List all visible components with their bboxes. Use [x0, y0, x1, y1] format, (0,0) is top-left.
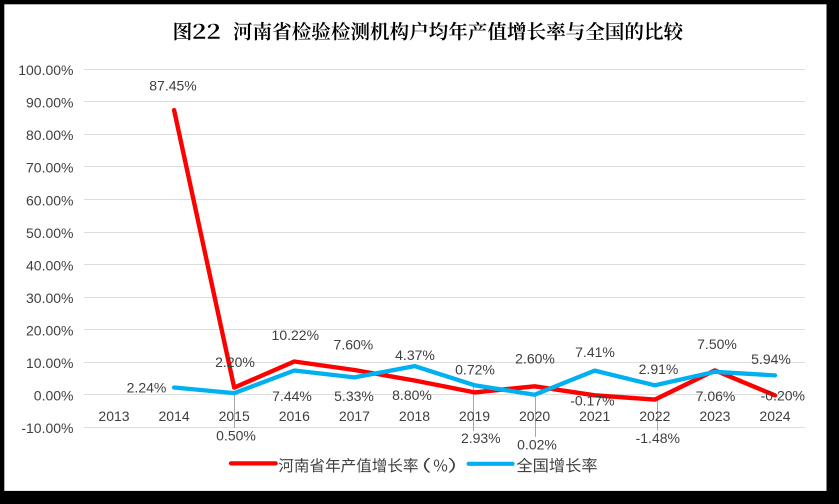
- svg-text:2.60%: 2.60%: [515, 351, 555, 367]
- svg-text:20.00%: 20.00%: [26, 322, 73, 338]
- svg-text:8.80%: 8.80%: [392, 387, 432, 403]
- svg-text:0.50%: 0.50%: [216, 428, 256, 444]
- svg-text:5.33%: 5.33%: [334, 388, 374, 404]
- svg-text:100.00%: 100.00%: [18, 62, 73, 78]
- svg-text:2.20%: 2.20%: [215, 354, 255, 370]
- svg-text:2023: 2023: [699, 408, 730, 424]
- svg-text:2013: 2013: [98, 408, 129, 424]
- svg-text:2.24%: 2.24%: [127, 380, 167, 396]
- svg-text:2022: 2022: [639, 408, 670, 424]
- svg-text:-0.20%: -0.20%: [761, 387, 805, 403]
- svg-text:80.00%: 80.00%: [26, 127, 73, 143]
- svg-text:70.00%: 70.00%: [26, 160, 73, 176]
- svg-text:2.93%: 2.93%: [461, 430, 501, 446]
- svg-text:-0.17%: -0.17%: [570, 393, 614, 409]
- svg-text:2020: 2020: [519, 408, 550, 424]
- svg-text:-1.48%: -1.48%: [636, 430, 680, 446]
- svg-text:87.45%: 87.45%: [149, 77, 196, 93]
- svg-text:5.94%: 5.94%: [751, 351, 791, 367]
- svg-text:60.00%: 60.00%: [26, 192, 73, 208]
- svg-text:2017: 2017: [339, 408, 370, 424]
- svg-text:2024: 2024: [759, 408, 790, 424]
- svg-text:2.91%: 2.91%: [639, 361, 679, 377]
- svg-text:2015: 2015: [219, 408, 250, 424]
- svg-text:0.72%: 0.72%: [455, 361, 495, 377]
- svg-text:2021: 2021: [579, 408, 610, 424]
- svg-text:40.00%: 40.00%: [26, 257, 73, 273]
- svg-text:4.37%: 4.37%: [395, 347, 435, 363]
- svg-text:50.00%: 50.00%: [26, 225, 73, 241]
- svg-text:90.00%: 90.00%: [26, 95, 73, 111]
- svg-text:30.00%: 30.00%: [26, 290, 73, 306]
- svg-text:7.41%: 7.41%: [575, 344, 615, 360]
- svg-text:10.00%: 10.00%: [26, 355, 73, 371]
- svg-text:2016: 2016: [279, 408, 310, 424]
- svg-text:7.50%: 7.50%: [697, 336, 737, 352]
- svg-text:7.44%: 7.44%: [272, 388, 312, 404]
- svg-text:0.00%: 0.00%: [34, 388, 74, 404]
- svg-text:10.22%: 10.22%: [272, 327, 319, 343]
- svg-text:2019: 2019: [459, 408, 490, 424]
- svg-text:7.06%: 7.06%: [696, 388, 736, 404]
- svg-text:7.60%: 7.60%: [334, 337, 374, 353]
- svg-text:2018: 2018: [399, 408, 430, 424]
- svg-text:0.02%: 0.02%: [517, 436, 557, 452]
- svg-text:-10.00%: -10.00%: [21, 420, 73, 436]
- svg-text:2014: 2014: [159, 408, 190, 424]
